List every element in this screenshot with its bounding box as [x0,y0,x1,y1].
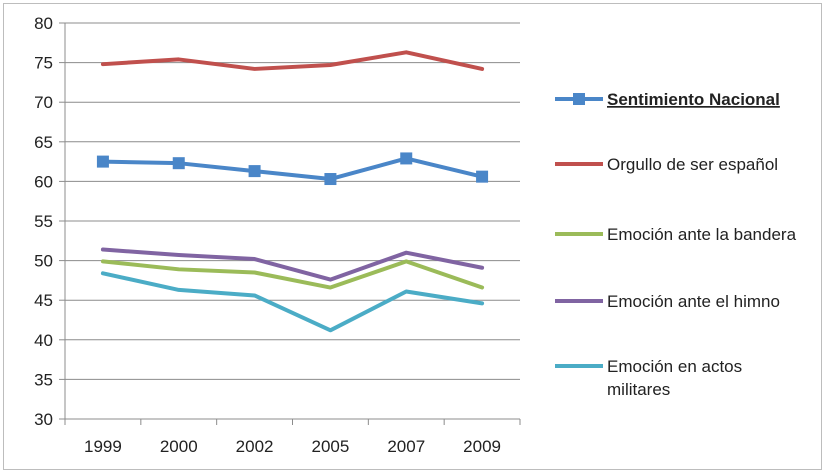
x-tick-label: 1999 [84,437,122,456]
series-line-2 [100,259,485,290]
x-tick-label: 2005 [312,437,350,456]
legend-item-4: Emoción en actos militares [555,357,742,399]
x-axis-ticks: 1999 2000 2002 2005 2007 2009 [84,437,501,456]
legend-label: Orgullo de ser español [607,155,778,174]
y-tick-label: 60 [34,172,53,191]
y-tick-label: 45 [34,291,53,310]
series-0-point-1 [172,157,185,170]
series-0-point-4 [400,152,413,165]
series-line-3 [100,247,485,282]
x-tick-label: 2009 [463,437,501,456]
chart-frame: 30 35 40 45 50 55 60 65 70 75 80 1999 2000 2002 2005 2… [3,3,822,470]
y-tick-label: 65 [34,133,53,152]
x-tick-label: 2002 [236,437,274,456]
legend-label: Sentimiento Nacional [607,90,780,109]
y-tick-label: 55 [34,212,53,231]
x-tick-label: 2000 [160,437,198,456]
legend-item-0: Sentimiento Nacional [555,90,780,109]
series-line-0 [100,156,485,182]
y-tick-label: 35 [34,370,53,389]
series-0-point-2 [248,165,261,178]
y-tick-label: 40 [34,331,53,350]
y-tick-label: 80 [34,14,53,33]
legend-item-3: Emoción ante el himno [555,292,780,311]
y-tick-label: 30 [34,410,53,429]
series-lines [96,50,489,333]
legend-label: Emoción en actos [607,357,742,376]
y-tick-label: 70 [34,93,53,112]
legend: Sentimiento Nacional Orgullo de ser españ… [555,90,797,399]
series-0-point-5 [476,170,489,183]
series-line-4 [100,271,485,333]
line-chart: 30 35 40 45 50 55 60 65 70 75 80 1999 2000 2002 2005 2… [34,14,797,456]
y-axis-ticks: 30 35 40 45 50 55 60 65 70 75 80 [34,14,53,429]
y-tick-label: 50 [34,252,53,271]
legend-label: Emoción ante la bandera [607,225,797,244]
axes [59,22,521,425]
legend-marker [573,93,585,105]
series-0-point-3 [324,173,337,186]
legend-label: Emoción ante el himno [607,292,780,311]
legend-item-2: Emoción ante la bandera [555,225,797,244]
legend-item-1: Orgullo de ser español [555,155,778,174]
series-0-point-0 [96,155,109,168]
legend-label: militares [607,380,670,399]
series-line-1 [100,50,485,71]
grid-lines [65,22,520,380]
x-tick-label: 2007 [387,437,425,456]
y-tick-label: 75 [34,54,53,73]
